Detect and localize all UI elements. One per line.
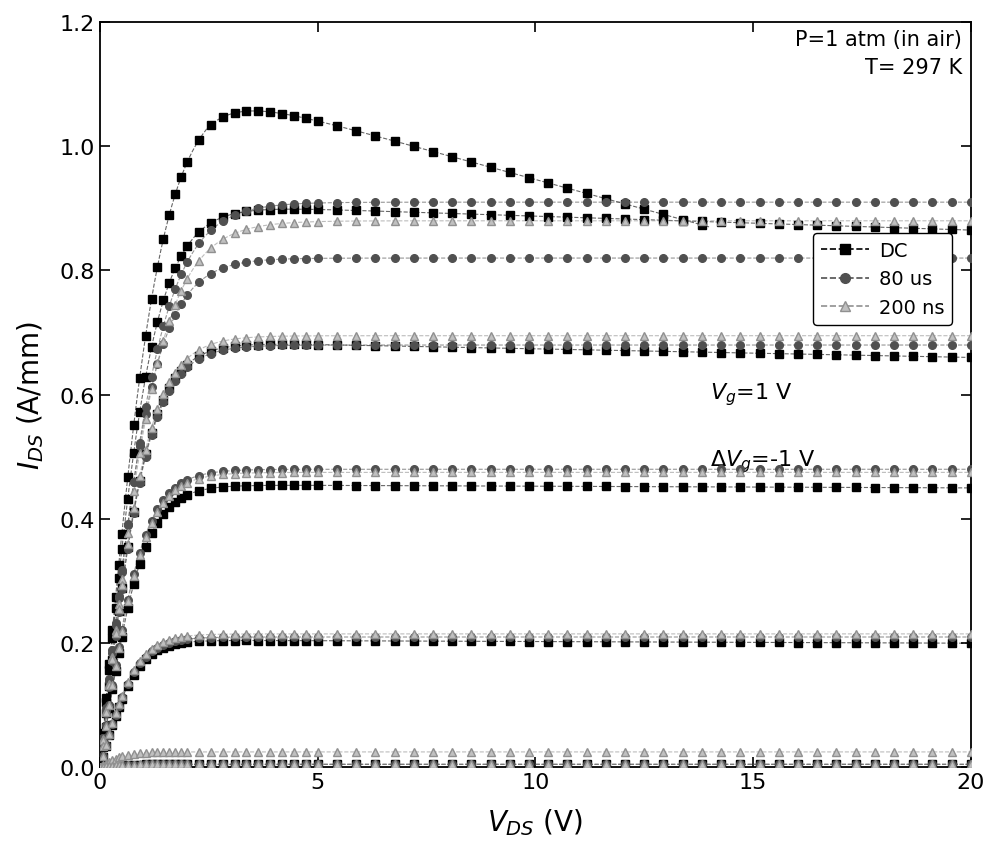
- Legend: DC, 80 us, 200 ns: DC, 80 us, 200 ns: [813, 233, 952, 325]
- X-axis label: $V_{DS}$ (V): $V_{DS}$ (V): [487, 806, 583, 837]
- Y-axis label: $I_{DS}$ (A/mm): $I_{DS}$ (A/mm): [15, 321, 46, 469]
- Text: $\Delta V_g$=-1 V: $\Delta V_g$=-1 V: [710, 447, 815, 475]
- Text: P=1 atm (in air)
T= 297 K: P=1 atm (in air) T= 297 K: [795, 31, 962, 78]
- Text: $V_g$=1 V: $V_g$=1 V: [710, 380, 792, 407]
